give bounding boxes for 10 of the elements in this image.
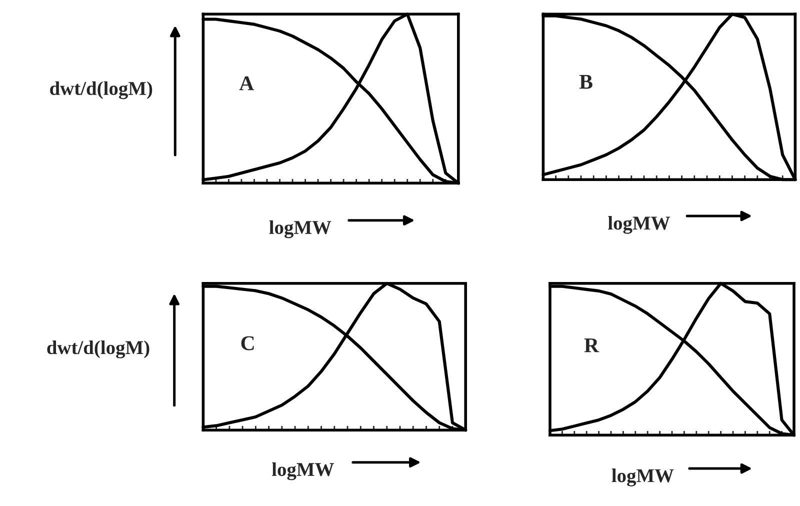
annotation: C — [241, 336, 254, 350]
annotation: B — [579, 75, 592, 89]
annotation: R — [584, 338, 600, 352]
x-axis-title: logMW — [272, 462, 334, 480]
x-axis-title: logMW — [612, 468, 674, 486]
y-axis-title: dwt/d(logM) — [47, 340, 150, 358]
annotation: A — [239, 76, 254, 90]
x-axis-title: logMW — [608, 216, 670, 234]
x-axis-title: logMW — [269, 220, 332, 238]
y-axis-title: dwt/d(logM) — [50, 81, 152, 100]
